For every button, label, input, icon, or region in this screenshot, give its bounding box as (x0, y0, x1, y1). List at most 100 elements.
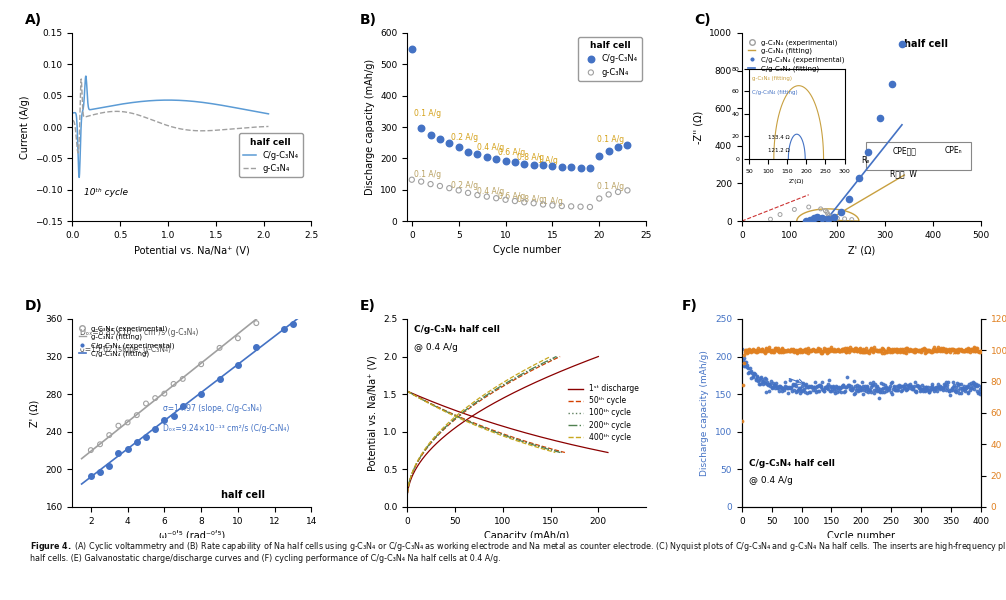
Point (82, 472, 99, 481)
Point (790, 385, 806, 394)
Point (842, 343, 858, 352)
g-C₃N₄ (601, 190, 617, 199)
Point (230, 361, 246, 370)
Point (956, 382, 972, 391)
Point (923, 384, 939, 394)
Point (893, 386, 909, 395)
Point (751, 379, 768, 389)
Point (801, 346, 817, 356)
Point (826, 212, 842, 222)
Point (794, 347, 810, 356)
Point (828, 346, 844, 356)
Point (924, 382, 940, 392)
Point (899, 384, 915, 394)
Point (819, 348, 835, 358)
Point (910, 382, 927, 391)
Point (789, 376, 805, 386)
Point (743, 368, 760, 377)
Point (876, 380, 892, 389)
Point (752, 346, 769, 355)
Point (738, 345, 754, 355)
Point (769, 344, 785, 353)
Point (777, 346, 793, 356)
C/g-C₃N₄ (186, 98, 198, 105)
Point (965, 346, 981, 356)
Point (876, 348, 892, 358)
Point (175, 374, 191, 384)
Point (891, 382, 907, 392)
Point (971, 389, 987, 398)
Point (897, 385, 913, 395)
Point (930, 382, 946, 391)
Text: @ 0.4 A/g: @ 0.4 A/g (748, 476, 793, 485)
Point (819, 381, 835, 391)
Point (885, 346, 901, 355)
Point (894, 346, 910, 356)
Point (811, 380, 827, 389)
Text: 0.6 A/g: 0.6 A/g (498, 191, 525, 200)
Point (857, 381, 873, 391)
Point (801, 345, 817, 355)
Point (927, 383, 943, 393)
Point (914, 386, 931, 395)
Point (959, 346, 975, 355)
g-C₃N₄ (75, 76, 88, 83)
Point (970, 346, 986, 356)
Point (771, 383, 787, 392)
Point (917, 386, 934, 395)
Point (821, 344, 837, 353)
Point (813, 381, 829, 391)
g-C₃N₄ (181, 127, 193, 134)
Point (872, 346, 888, 355)
Point (742, 346, 759, 356)
Point (934, 343, 950, 353)
Text: @ 0.4 A/g: @ 0.4 A/g (414, 343, 458, 352)
Point (794, 346, 810, 356)
C/g-C₃N₄ (460, 146, 476, 156)
Point (803, 382, 819, 391)
Point (829, 214, 845, 223)
Point (900, 380, 916, 389)
g-C₃N₄ (498, 195, 514, 205)
Point (937, 380, 953, 390)
Point (842, 345, 858, 355)
Point (883, 345, 899, 355)
g-C₃N₄ (516, 197, 532, 207)
C/g-C₃N₄ (498, 156, 514, 166)
Point (958, 383, 974, 392)
Point (818, 206, 834, 215)
Point (801, 202, 817, 212)
Point (810, 343, 826, 352)
Point (894, 344, 910, 354)
Point (841, 380, 857, 390)
g-C₃N₄ (470, 190, 486, 200)
Point (961, 388, 977, 398)
Point (743, 373, 760, 383)
Point (735, 380, 751, 389)
Point (969, 346, 985, 356)
Point (925, 381, 941, 391)
Point (889, 345, 905, 355)
Point (892, 344, 908, 354)
Point (857, 346, 873, 355)
Point (762, 346, 778, 355)
Point (765, 383, 781, 393)
Point (942, 345, 958, 355)
Point (946, 377, 962, 387)
Point (904, 384, 920, 394)
Point (889, 382, 905, 392)
Point (829, 387, 845, 397)
Text: F): F) (682, 298, 698, 313)
Point (763, 214, 779, 224)
Point (858, 343, 874, 353)
Point (751, 345, 768, 355)
Point (910, 382, 927, 391)
Point (776, 345, 792, 355)
Point (837, 346, 853, 356)
Point (744, 371, 761, 380)
Point (881, 383, 897, 392)
Point (927, 386, 943, 396)
Point (891, 380, 907, 390)
g-C₃N₄ (403, 175, 420, 185)
Point (957, 386, 973, 396)
